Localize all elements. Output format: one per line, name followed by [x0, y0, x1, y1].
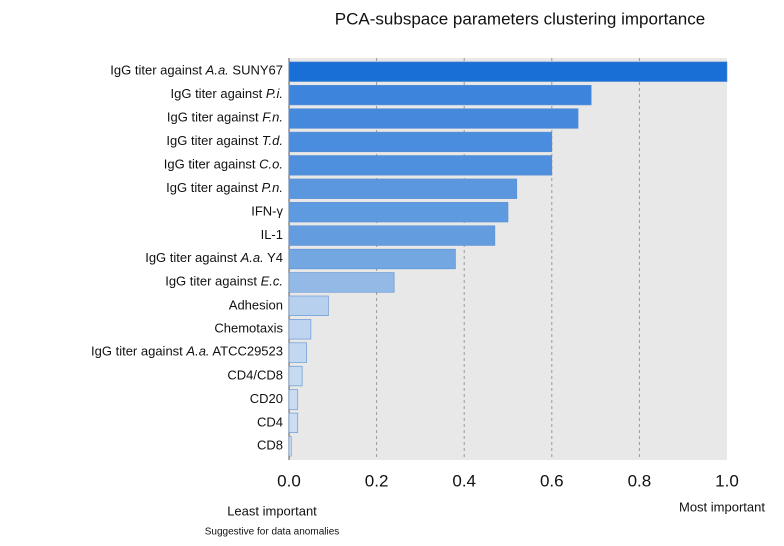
y-tick-label: IL-1 — [261, 227, 283, 242]
y-tick-label: CD4/CD8 — [227, 367, 283, 382]
bar — [288, 436, 292, 457]
bar — [288, 225, 496, 246]
bar — [288, 319, 312, 340]
y-tick-label: IgG titer against A.a. Y4 — [145, 250, 283, 265]
y-tick-label: IFN-γ — [251, 204, 283, 219]
bar — [288, 131, 553, 153]
x-tick-label: 0.8 — [628, 471, 652, 490]
y-tick-label: CD20 — [250, 391, 283, 406]
bar — [288, 342, 307, 363]
y-tick-label: IgG titer against T.d. — [166, 133, 283, 148]
x-tick-label: 0.6 — [540, 471, 564, 490]
y-tick-label: IgG titer against E.c. — [165, 274, 283, 289]
y-tick-label: IgG titer against F.n. — [167, 110, 283, 125]
bar — [288, 389, 299, 410]
y-tick-label: Adhesion — [229, 297, 283, 312]
y-tick-label: Chemotaxis — [214, 321, 283, 336]
bar — [288, 155, 553, 176]
x-tick-label: 1.0 — [715, 471, 739, 490]
bar — [288, 84, 592, 106]
annotation: Suggestive for data anomalies — [205, 527, 340, 538]
bar — [288, 178, 518, 199]
bar — [288, 272, 395, 293]
x-tick-label: 0.2 — [365, 471, 389, 490]
bar — [288, 202, 509, 223]
y-tick-label: IgG titer against A.a. SUNY67 — [110, 63, 283, 78]
x-tick-label: 0.0 — [277, 471, 301, 490]
y-tick-label: IgG titer against C.o. — [164, 157, 283, 172]
chart-title: PCA-subspace parameters clustering impor… — [335, 9, 705, 28]
annotation: Least important — [227, 503, 317, 518]
bar — [288, 365, 303, 387]
bar — [288, 61, 728, 82]
y-tick-label: IgG titer against P.i. — [171, 87, 284, 102]
y-tick-label: CD8 — [257, 438, 283, 453]
x-tick-label: 0.4 — [452, 471, 476, 490]
y-tick-label: IgG titer against P.n. — [166, 180, 283, 195]
bar — [288, 295, 329, 316]
bar — [288, 108, 579, 129]
y-tick-label: CD4 — [257, 414, 283, 429]
bar — [288, 412, 299, 434]
annotation: Most important — [679, 499, 765, 514]
y-tick-label: IgG titer against A.a. ATCC29523 — [91, 344, 283, 359]
bar — [288, 248, 456, 270]
